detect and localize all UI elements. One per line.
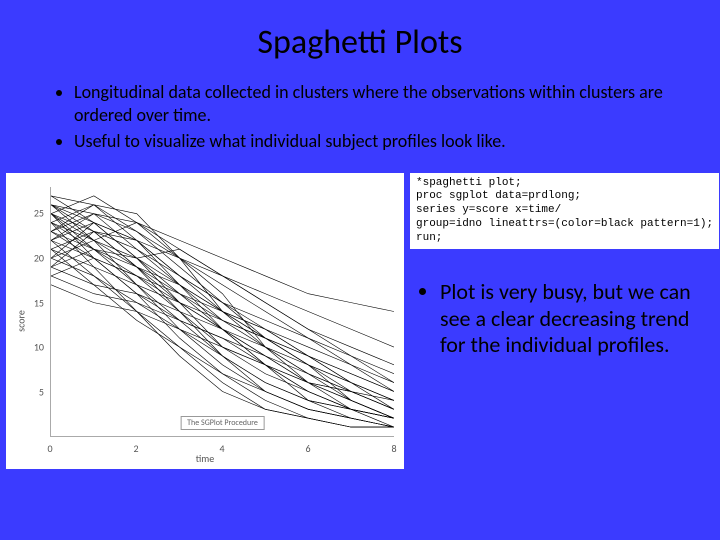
bullet-item: Longitudinal data collected in clusters … — [74, 81, 680, 126]
plot-area: The SGPlot Procedure — [50, 187, 394, 437]
y-tick: 5 — [30, 385, 44, 398]
y-tick: 25 — [30, 207, 44, 220]
y-tick: 20 — [30, 251, 44, 264]
bullet-item: Useful to visualize what individual subj… — [74, 130, 680, 153]
right-bullet-list: Plot is very busy, but we can see a clea… — [410, 279, 719, 358]
y-tick: 10 — [30, 341, 44, 354]
slide: Spaghetti Plots Longitudinal data collec… — [0, 0, 720, 540]
spaghetti-chart: score time The SGPlot Procedure 51015202… — [6, 173, 404, 469]
y-axis-label: score — [14, 310, 27, 332]
bullet-item: Plot is very busy, but we can see a clea… — [440, 279, 709, 358]
chart-legend: The SGPlot Procedure — [180, 416, 265, 430]
right-column: *spaghetti plot; proc sgplot data=prdlon… — [410, 173, 719, 469]
x-tick: 6 — [305, 442, 310, 455]
x-tick: 4 — [219, 442, 224, 455]
x-axis-label: time — [196, 452, 215, 465]
x-tick: 2 — [133, 442, 138, 455]
slide-title: Spaghetti Plots — [0, 0, 720, 81]
content-row: score time The SGPlot Procedure 51015202… — [0, 157, 720, 469]
x-tick: 0 — [47, 442, 52, 455]
top-bullet-list: Longitudinal data collected in clusters … — [0, 81, 720, 153]
y-tick: 15 — [30, 296, 44, 309]
x-tick: 8 — [391, 442, 396, 455]
chart-svg — [51, 187, 394, 436]
code-block: *spaghetti plot; proc sgplot data=prdlon… — [410, 173, 719, 250]
